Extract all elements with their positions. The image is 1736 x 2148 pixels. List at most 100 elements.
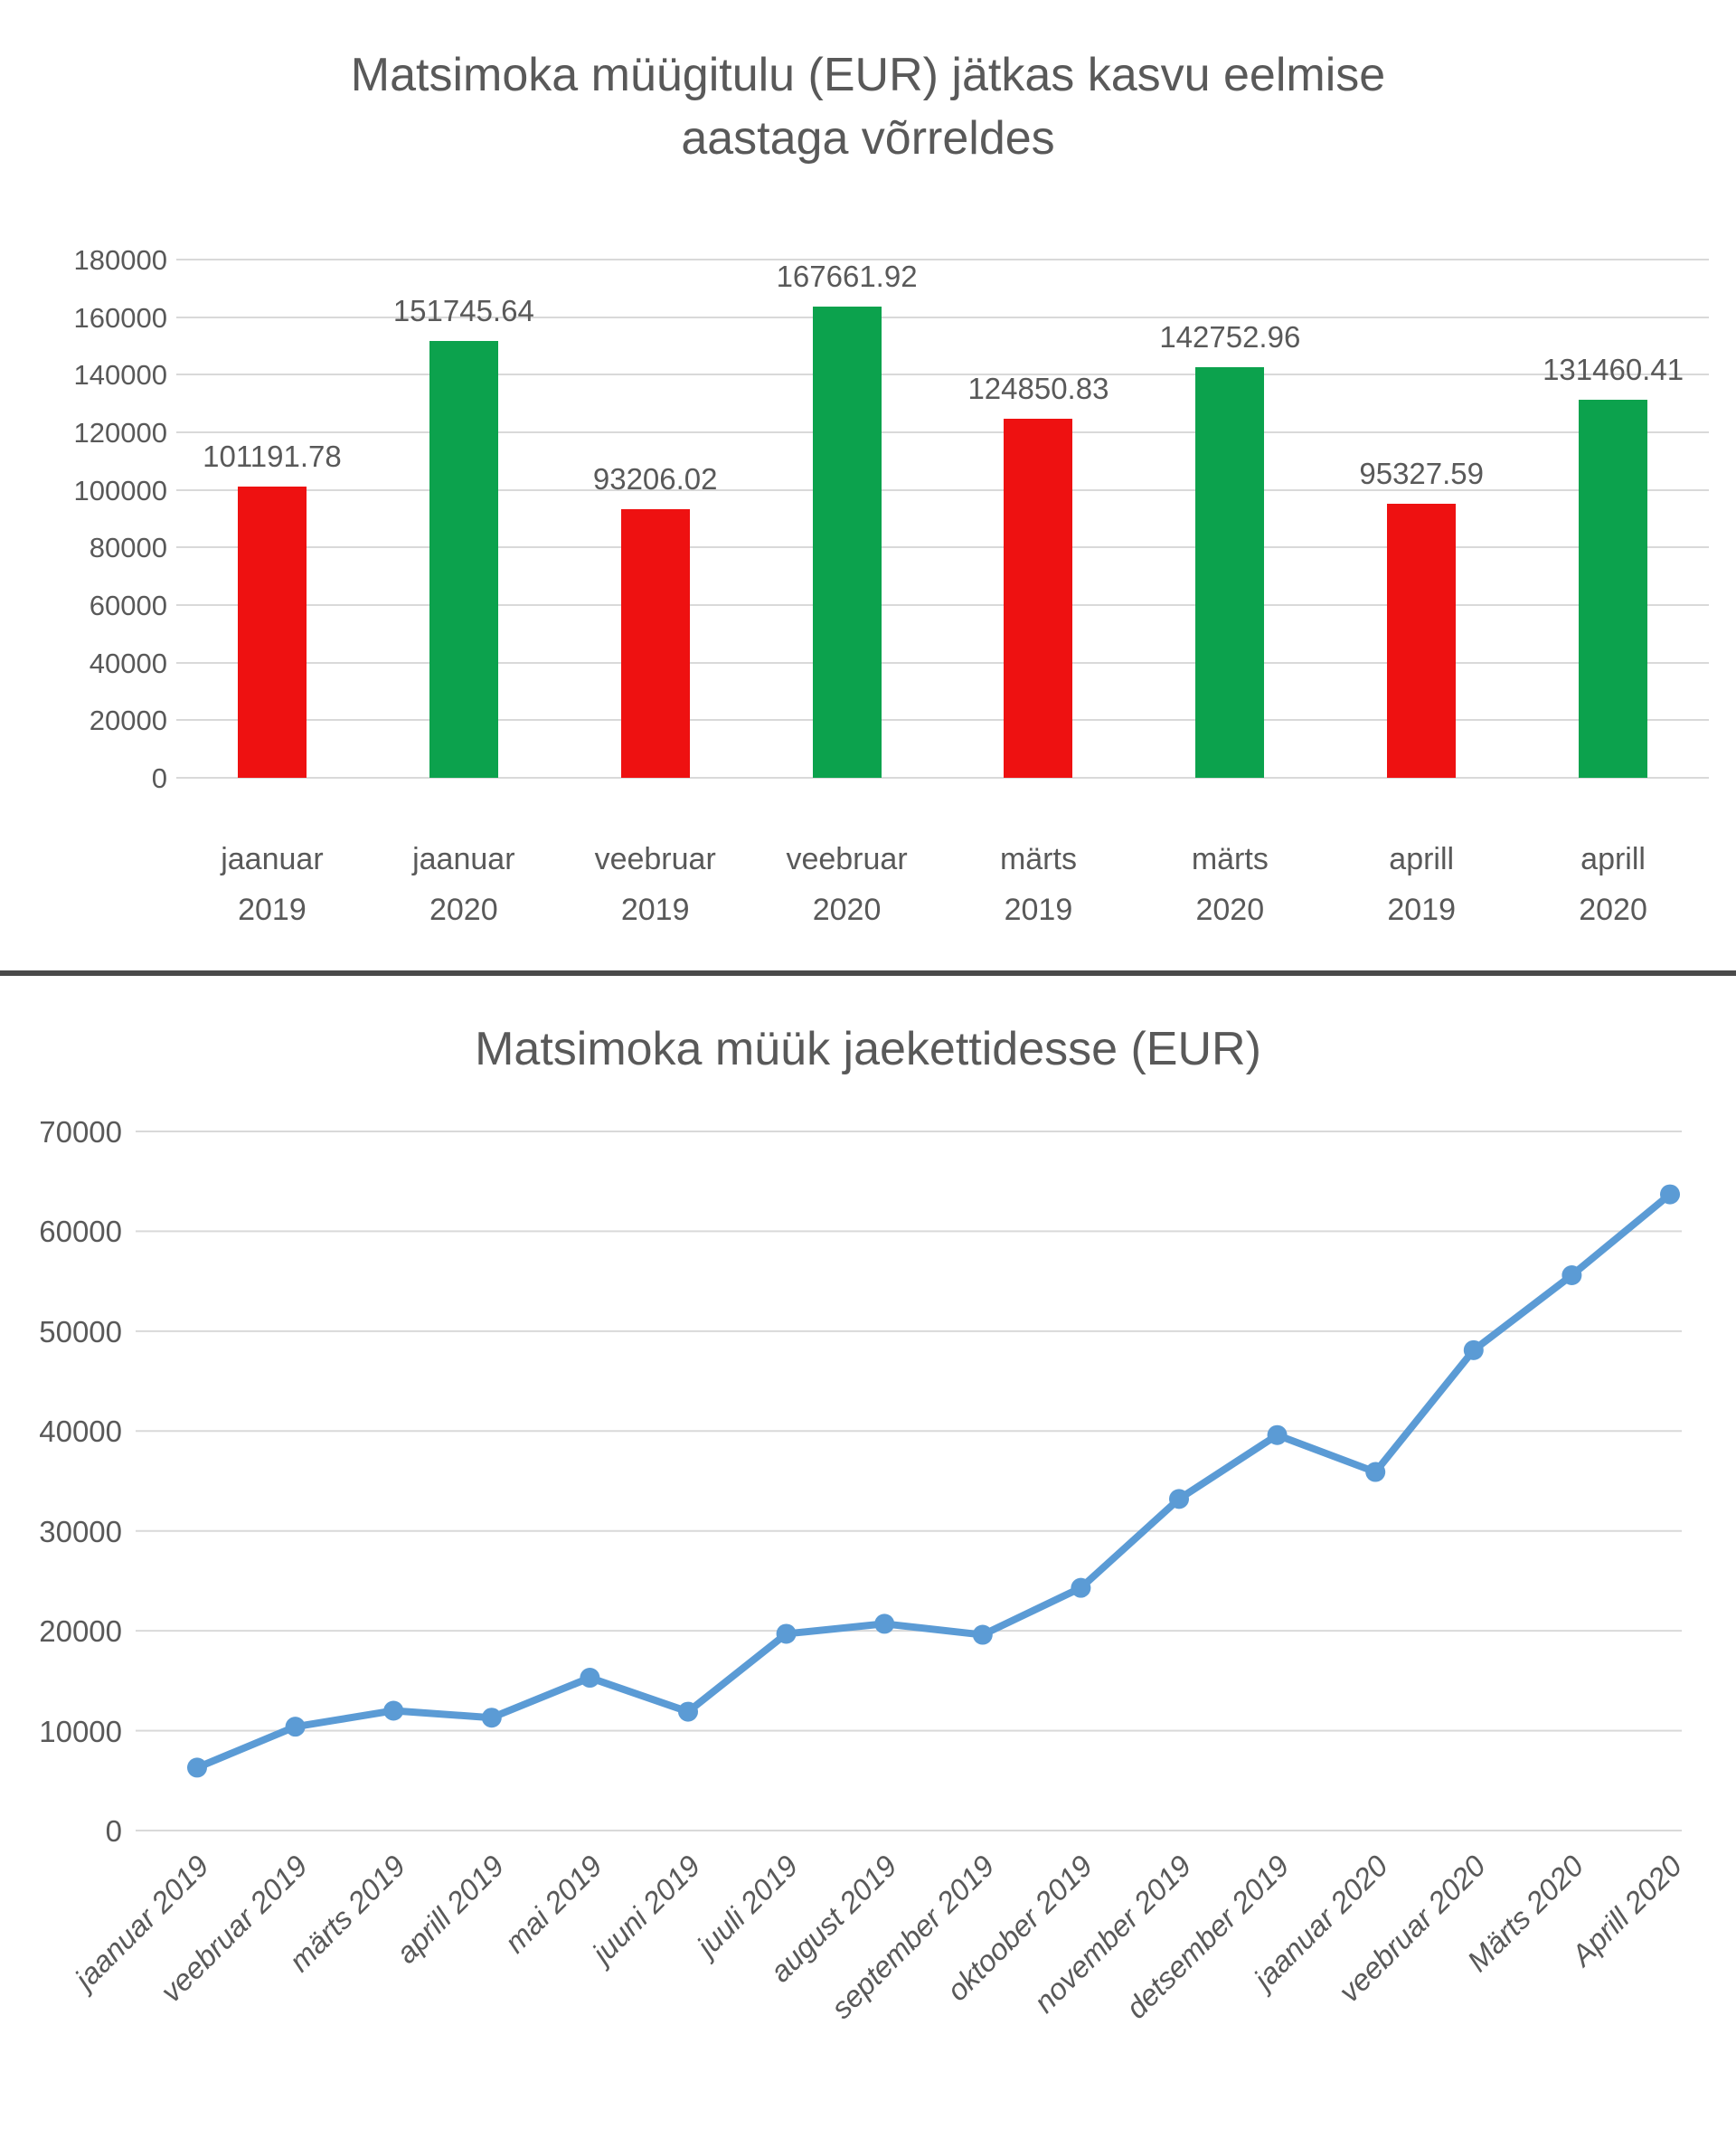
- bar-group: 151745.64: [368, 260, 560, 778]
- bar-gridline: [176, 431, 1709, 433]
- bar-category-year: 2019: [238, 893, 307, 927]
- line-chart-section: Matsimoka müük jaekettidesse (EUR) 0 1000…: [0, 976, 1736, 2148]
- bar-gridline: [176, 719, 1709, 722]
- bar-group: 142752.96: [1134, 260, 1326, 778]
- bar-category-month: märts: [1191, 842, 1269, 876]
- bar: [429, 340, 498, 778]
- bar-chart-title-line-2: aastaga võrreldes: [681, 112, 1055, 165]
- bar-category-month: veebruar: [594, 842, 716, 876]
- bar-category-year: 2019: [1387, 893, 1456, 927]
- bar-gridline: [176, 546, 1709, 549]
- bar-y-tick-label: 180000: [73, 244, 167, 276]
- line-x-tick-label: aprill 2019: [389, 1849, 510, 1970]
- bar-category-label: veebruar 2019: [560, 834, 751, 935]
- bar-plot-area: 101191.78 151745.64 93206.02 167661.92 12485…: [176, 259, 1709, 779]
- line-y-tick-label: 20000: [39, 1614, 122, 1649]
- bar-category-label: jaanuar 2020: [368, 834, 560, 935]
- bar-value-label: 167661.92: [776, 260, 918, 293]
- line-y-tick-label: 40000: [39, 1415, 122, 1449]
- bar-category-label: märts 2020: [1134, 834, 1326, 935]
- line-y-tick-label: 50000: [39, 1314, 122, 1348]
- bar-chart-title-line-1: Matsimoka müügitulu (EUR) jätkas kasvu e…: [350, 49, 1386, 101]
- bar-category-month: jaanuar: [221, 842, 324, 876]
- data-point-marker: [383, 1700, 404, 1721]
- bar-category-year: 2019: [1004, 893, 1073, 927]
- bar-category-year: 2020: [812, 893, 882, 927]
- bar: [1195, 366, 1265, 778]
- data-point-marker: [1660, 1184, 1680, 1205]
- data-point-marker: [1365, 1462, 1386, 1482]
- bar-category-month: veebruar: [786, 842, 908, 876]
- bar-value-label: 93206.02: [592, 462, 718, 497]
- bar: [237, 486, 307, 778]
- bar-gridline: [176, 777, 1709, 779]
- bar-category-label: märts 2019: [943, 834, 1135, 935]
- bar-group: 93206.02: [560, 260, 751, 778]
- bar-gridline: [176, 316, 1709, 318]
- bar-value-label: 124850.83: [967, 371, 1109, 405]
- bar-category-label: aprill 2019: [1326, 834, 1517, 935]
- line-series: [193, 1190, 1674, 1772]
- bar-y-axis-labels: 0 20000 40000 60000 80000 100000 120000 140000 1…: [0, 0, 167, 970]
- bar-gridline: [176, 374, 1709, 376]
- bar-y-tick-label: 80000: [89, 532, 167, 564]
- bar: [1004, 418, 1073, 778]
- line-chart-title: Matsimoka müük jaekettidesse (EUR): [475, 1023, 1261, 1075]
- data-point-marker: [776, 1623, 797, 1644]
- bar-y-tick-label: 0: [151, 762, 167, 794]
- bar-category-month: märts: [999, 842, 1077, 876]
- bar-category-label: jaanuar 2019: [176, 834, 368, 935]
- bar-group: 101191.78: [176, 260, 368, 778]
- data-point-marker: [481, 1708, 502, 1728]
- line-y-tick-label: 60000: [39, 1215, 122, 1249]
- bar-group: 131460.41: [1517, 260, 1709, 778]
- data-point-marker: [1561, 1265, 1582, 1286]
- data-point-marker: [580, 1668, 600, 1689]
- bar-category-month: aprill: [1580, 842, 1646, 876]
- data-point-marker: [874, 1613, 895, 1634]
- bar-y-tick-label: 20000: [89, 705, 167, 737]
- data-point-marker: [187, 1757, 207, 1778]
- bar-y-tick-label: 100000: [73, 474, 167, 506]
- data-point-marker: [1169, 1489, 1189, 1509]
- line-y-axis-labels: 0 10000 20000 30000 40000 50000 60000 70000: [0, 976, 122, 2148]
- bar-category-month: aprill: [1389, 842, 1455, 876]
- bar-value-label: 142752.96: [1159, 319, 1301, 354]
- bar-category-year: 2019: [620, 893, 690, 927]
- bar-gridline: [176, 259, 1709, 260]
- data-point-marker: [1071, 1577, 1091, 1598]
- line-y-tick-label: 30000: [39, 1514, 122, 1548]
- bar-gridline: [176, 604, 1709, 606]
- bar-y-tick-label: 40000: [89, 647, 167, 679]
- line-y-tick-label: 70000: [39, 1115, 122, 1149]
- bar-gridline: [176, 661, 1709, 664]
- bar: [620, 509, 690, 778]
- bar-x-axis-labels: jaanuar 2019 jaanuar 2020 veebruar 2019 veebru…: [176, 834, 1709, 935]
- data-point-marker: [678, 1701, 698, 1722]
- line-chart-svg: [136, 1131, 1682, 1831]
- bar-series: 101191.78 151745.64 93206.02 167661.92 12485…: [176, 260, 1709, 778]
- bar-group: 124850.83: [943, 260, 1135, 778]
- data-point-marker: [1463, 1339, 1484, 1360]
- bar-category-label: veebruar 2020: [751, 834, 943, 935]
- line-y-tick-label: 0: [105, 1814, 122, 1848]
- line-y-tick-label: 10000: [39, 1714, 122, 1748]
- bar-category-year: 2020: [429, 893, 498, 927]
- section-divider: [0, 970, 1736, 976]
- bar-value-label: 131460.41: [1543, 352, 1684, 386]
- line-x-axis-labels: jaanuar 2019 veebruar 2019 märts 2019 april…: [69, 1841, 1688, 2140]
- data-point-marker: [1267, 1424, 1288, 1445]
- bar-category-year: 2020: [1195, 893, 1265, 927]
- bar-category-label: aprill 2020: [1517, 834, 1709, 935]
- bar-chart-title: Matsimoka müügitulu (EUR) jätkas kasvu e…: [0, 43, 1736, 170]
- bar-y-tick-label: 140000: [73, 359, 167, 392]
- bar-y-tick-label: 160000: [73, 301, 167, 334]
- bar: [1387, 503, 1457, 778]
- bar: [812, 307, 882, 778]
- bar-group: 167661.92: [751, 260, 943, 778]
- bar-y-tick-label: 120000: [73, 417, 167, 449]
- bar-gridline: [176, 488, 1709, 491]
- bar-group: 95327.59: [1326, 260, 1517, 778]
- bar-y-tick-label: 60000: [89, 590, 167, 621]
